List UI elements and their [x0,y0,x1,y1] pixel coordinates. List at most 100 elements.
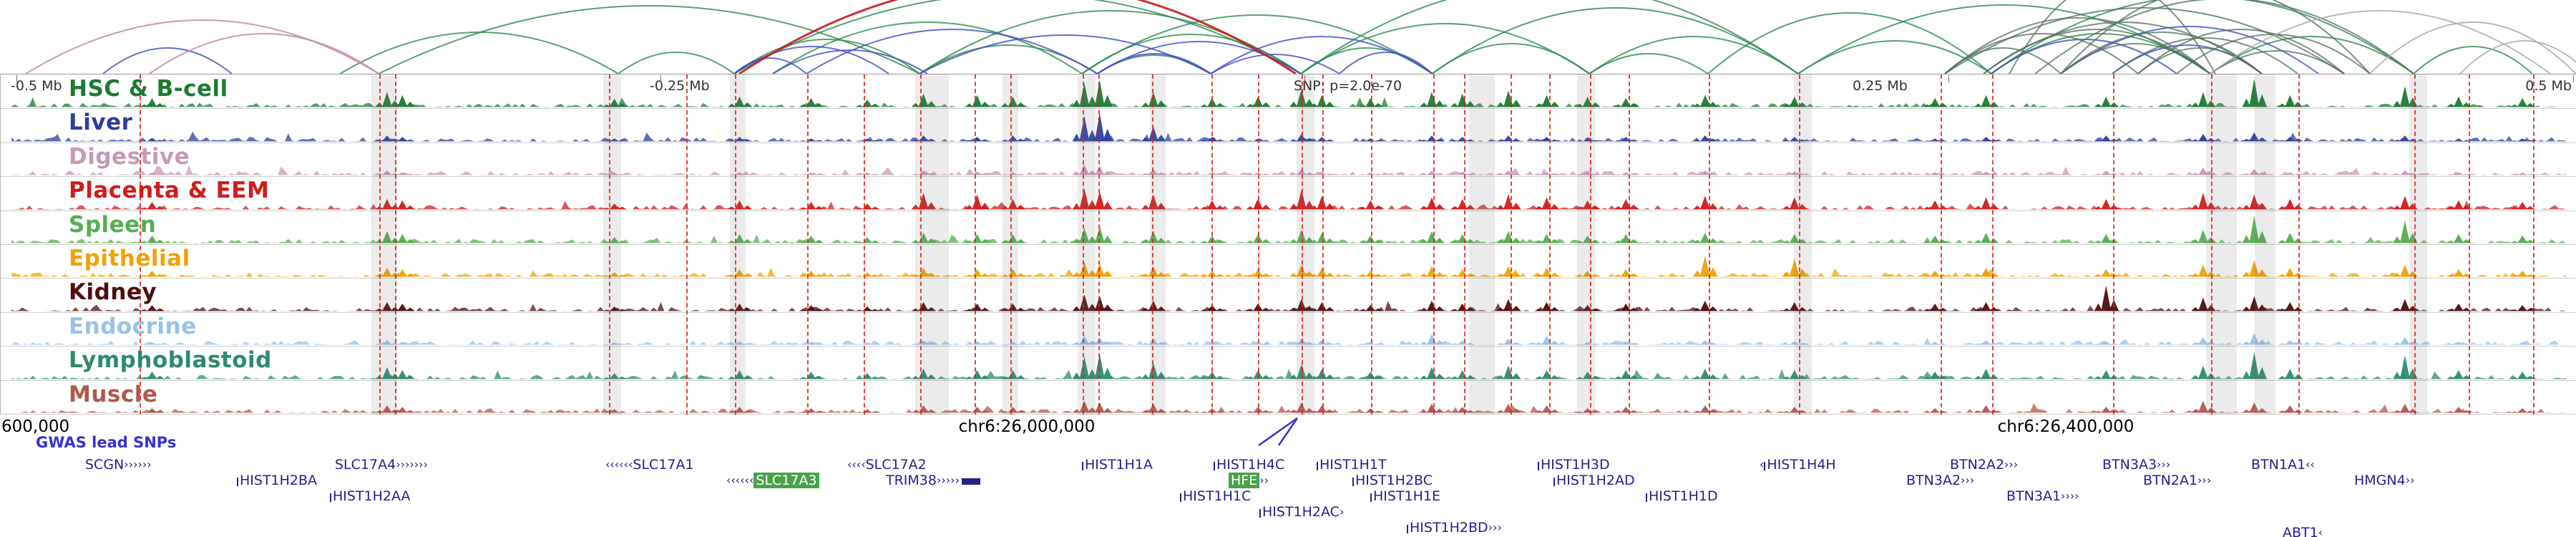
interaction-arc-blue [1210,54,1340,74]
snp-highlight-line [1322,74,1324,415]
coordinate-row: 600,000 chr6:26,000,000 chr6:26,400,000 [0,417,2576,436]
gene-HIST1H3D: HIST1H3D [1538,458,1610,472]
gene-HIST1H2AC: HIST1H2AC› [1259,505,1344,519]
gene-name: HIST1H2BA [240,473,318,488]
gene-name: SLC17A1 [633,457,694,473]
interaction-arc-darkslate [1944,17,2211,74]
gene-name: SCGN [85,457,125,473]
gene-name: HIST1H4H [1767,457,1836,473]
gene-body-tick [1214,462,1215,470]
interaction-arc-green [1707,12,1992,74]
lead-snp-markers [1258,417,1299,447]
gene-HIST1H2BC: HIST1H2BC [1352,474,1433,488]
gene-name: HIST1H1C [1183,488,1252,504]
gene-strand-arrows: ›››››› [124,458,152,471]
gene-BTN3A3: BTN3A3››› [2102,458,2170,472]
ruler-tick [16,75,17,82]
gene-strand-arrows: ›› [1259,473,1269,487]
snp-highlight-line [1511,74,1512,415]
gene-HFE: HFE ›› [1229,473,1269,488]
gene-body-tick [1538,462,1539,470]
gene-HIST1H1A: HIST1H1A [1082,458,1153,472]
snp-highlight-line [2113,74,2114,415]
gene-SLC17A3: ‹‹‹‹‹‹ SLC17A3 [726,473,819,488]
signal-peaks [140,332,2535,345]
interaction-arc-green [1797,40,1992,74]
interaction-arc-red [738,0,1297,74]
snp-highlight-line [807,74,809,415]
gwas-lead-snps-label: GWAS lead SNPs [36,434,177,451]
gene-name: HIST1H2AC [1262,504,1340,520]
gene-HIST1H1D: HIST1H1D [1646,490,1718,503]
ruler-label-4: 0.5 Mb [2525,78,2572,94]
snp-highlight-line [1152,74,1153,415]
gene-body-tick [1082,462,1083,470]
track-label: Kidney [69,279,157,306]
interaction-arc-green [1991,0,2414,74]
gene-name: ABT1 [2283,525,2318,537]
interaction-arc-darkslate [2060,0,2371,74]
ruler-tick [1948,75,1949,82]
highlight-band [1150,74,1166,415]
snp-highlight-line [1010,74,1012,415]
coordinate-center: chr6:26,000,000 [958,417,1096,436]
gene-strand-arrows: ››› [1488,521,1502,534]
interaction-arc-blue [102,47,233,74]
interaction-arc-gray [2459,40,2576,74]
snp-highlight-line [1992,74,1994,415]
ruler-label-2: SNP: p=2.0e-70 [1294,78,1402,94]
gene-name: HIST1H2AA [333,488,411,504]
highlight-band [1297,74,1314,415]
signal-peaks [140,165,2535,175]
snp-highlight-line [1549,74,1551,415]
gene-name: SLC17A4 [335,457,396,473]
gene-BTN2A2: BTN2A2››› [1950,458,2018,472]
gene-HIST1H2AA: HIST1H2AA [330,490,411,503]
gene-strand-arrows: ‹‹‹‹ [847,458,866,471]
gene-body-tick [1764,462,1766,470]
track-signal [11,78,2566,107]
track-signal [11,332,2566,345]
ruler-label-0: -0.5 Mb [11,78,62,94]
track-label: Digestive [69,143,190,170]
signal-noise [11,337,2566,345]
interaction-arc-green [339,32,619,74]
gene-name: HIST1H1T [1319,457,1387,473]
signal-noise [11,165,2566,175]
snp-highlight-line [609,74,610,415]
interaction-arc-mauve [25,19,379,74]
snp-highlight-line [735,74,736,415]
track-label: Spleen [69,211,157,238]
signal-noise [11,200,2566,210]
snp-highlight-line [1709,74,1710,415]
snp-highlight-line [2533,74,2534,415]
highlight-band [2255,74,2275,415]
gene-HIST1H2BA: HIST1H2BA [237,474,317,488]
interaction-arc-darkslate [2176,34,2371,74]
gene-name: HFE [1229,473,1260,488]
gene-body-tick [1553,478,1555,486]
snp-highlight-line [1433,74,1435,415]
snp-highlight-line [1464,74,1465,415]
signal-noise [11,403,2566,413]
track-signal [11,188,2566,210]
interaction-arc-blue [1339,52,1433,74]
gene-strand-arrows: ››› [2197,473,2212,487]
snp-highlight-line [379,74,381,415]
highlight-band [1078,74,1096,415]
coordinate-right: chr6:26,400,000 [1997,417,2135,436]
ruler-tick [1304,75,1305,82]
gene-body-tick [1407,525,1408,533]
snp-highlight-line [2469,74,2470,415]
gene-HIST1H4C: HIST1H4C [1214,458,1284,472]
snp-highlight-line [686,74,688,415]
gene-strand-arrows: ››› [1961,473,1975,487]
gene-BTN3A1: BTN3A1›››› [2006,490,2079,503]
signal-peaks [140,400,2535,413]
gene-TRIM38: TRIM38››››› [886,474,980,488]
gene-ABT1: ABT1‹ [2283,526,2323,537]
interaction-arc-green [1300,23,1590,74]
gene-name: BTN3A2 [1906,473,1961,488]
gene-name: HIST1H3D [1541,457,1610,473]
gene-name: HIST1H1E [1373,488,1441,504]
